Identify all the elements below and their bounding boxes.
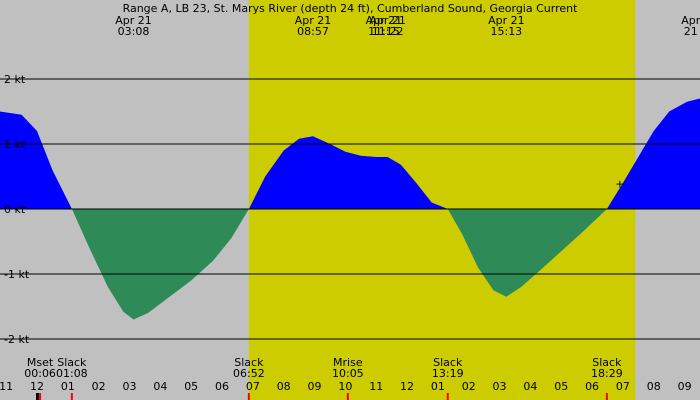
x-tick-label: 11 bbox=[0, 380, 13, 393]
x-tick-label: 07 bbox=[246, 380, 260, 393]
event-name-label: Slack bbox=[57, 356, 87, 369]
event-name-label: Slack bbox=[433, 356, 463, 369]
x-tick-label: 03 bbox=[123, 380, 137, 393]
annotation-plus: + bbox=[615, 178, 624, 191]
peak-time-label: 03:08 bbox=[118, 25, 150, 38]
peak-date-label: Apr 21 bbox=[115, 14, 152, 27]
event-name-label: Slack bbox=[234, 356, 264, 369]
peak-time-label: 08:57 bbox=[297, 25, 329, 38]
x-tick-label: 02 bbox=[462, 380, 476, 393]
peak-date-label: Apr 21 bbox=[366, 14, 403, 27]
x-tick-label: 06 bbox=[215, 380, 229, 393]
chart-title: Range A, LB 23, St. Marys River (depth 2… bbox=[123, 2, 579, 15]
x-tick-label: 06 bbox=[585, 380, 599, 393]
red-marker bbox=[346, 393, 349, 400]
event-time-label: 10:05 bbox=[332, 367, 364, 380]
x-tick-label: 12 bbox=[400, 380, 414, 393]
black-marker bbox=[36, 393, 40, 400]
x-tick-label: 09 bbox=[678, 380, 692, 393]
x-tick-label: 08 bbox=[277, 380, 291, 393]
x-tick-label: 10 bbox=[338, 380, 352, 393]
event-time-label: 18:29 bbox=[591, 367, 623, 380]
event-name-label: Slack bbox=[592, 356, 622, 369]
ebb-current-area bbox=[0, 209, 700, 320]
event-time-label: 06:52 bbox=[233, 367, 265, 380]
flood-current-area bbox=[0, 98, 700, 209]
event-time-label: 13:19 bbox=[432, 367, 464, 380]
grid-layer bbox=[0, 78, 700, 340]
x-tick-label: 01 bbox=[61, 380, 75, 393]
x-tick-label: 05 bbox=[554, 380, 568, 393]
y-tick-label: -2 kt bbox=[4, 333, 30, 346]
x-tick-label: 12 bbox=[30, 380, 44, 393]
x-tick-label: 01 bbox=[431, 380, 445, 393]
x-tick-label: 08 bbox=[647, 380, 661, 393]
y-tick-label: 1 kt bbox=[4, 138, 26, 151]
y-tick-label: 0 kt bbox=[4, 203, 26, 216]
peak-time-label: 11:22 bbox=[372, 25, 404, 38]
x-tick-label: 09 bbox=[308, 380, 322, 393]
peak-date-label: Apr 21 bbox=[369, 14, 406, 27]
peak-date-label: Apr bbox=[681, 14, 700, 27]
x-tick-label: 11 bbox=[369, 380, 383, 393]
current-area-layer bbox=[0, 98, 700, 320]
x-tick-label: 03 bbox=[493, 380, 507, 393]
event-name-label: Mrise bbox=[333, 356, 363, 369]
x-tick-label: 04 bbox=[523, 380, 537, 393]
y-tick-label: 2 kt bbox=[4, 73, 26, 86]
red-marker bbox=[39, 393, 42, 400]
event-name-label: Mset bbox=[27, 356, 54, 369]
peak-date-label: Apr 21 bbox=[488, 14, 525, 27]
x-tick-label: 02 bbox=[92, 380, 106, 393]
peak-time-label: 11:15 bbox=[368, 25, 400, 38]
red-marker bbox=[247, 393, 250, 400]
red-marker bbox=[605, 393, 608, 400]
x-tick-label: 05 bbox=[184, 380, 198, 393]
peak-date-label: Apr 21 bbox=[295, 14, 332, 27]
x-tick-label: 04 bbox=[153, 380, 167, 393]
event-time-label: 01:08 bbox=[56, 367, 88, 380]
red-marker bbox=[70, 393, 73, 400]
peak-time-label: 15:13 bbox=[490, 25, 522, 38]
y-tick-label: -1 kt bbox=[4, 268, 30, 281]
x-tick-label: 07 bbox=[616, 380, 630, 393]
red-marker bbox=[446, 393, 449, 400]
event-time-label: 00:06 bbox=[24, 367, 56, 380]
peak-time-label: 21 bbox=[684, 25, 698, 38]
